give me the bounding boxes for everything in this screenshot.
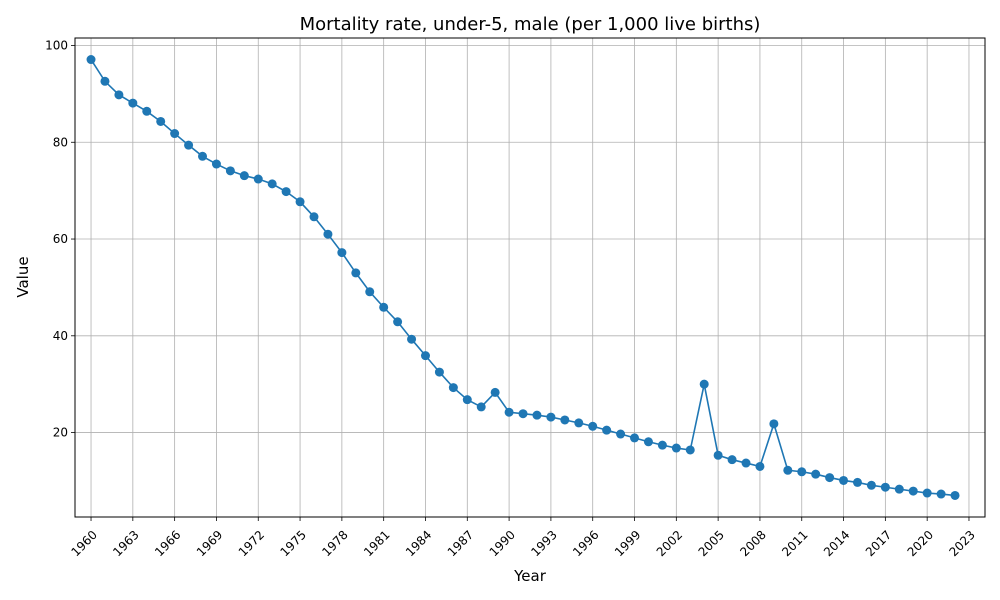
data-point — [114, 90, 124, 100]
data-point — [825, 473, 835, 483]
y-tick-label: 40 — [53, 329, 68, 343]
data-point — [379, 302, 389, 312]
data-point — [434, 367, 444, 377]
data-point — [462, 395, 472, 405]
data-point — [713, 450, 723, 460]
data-point — [560, 415, 570, 425]
data-point — [407, 334, 417, 344]
data-point — [630, 433, 640, 443]
data-point — [239, 171, 249, 181]
y-axis-label: Value — [14, 256, 32, 297]
data-point — [866, 480, 876, 490]
data-point — [393, 317, 403, 327]
data-point — [184, 140, 194, 150]
data-point — [490, 387, 500, 397]
data-point — [588, 421, 598, 431]
data-point — [532, 410, 542, 420]
data-point — [142, 106, 152, 116]
data-point — [448, 383, 458, 393]
data-point — [616, 429, 626, 439]
data-point — [476, 402, 486, 412]
data-point — [281, 187, 291, 197]
data-point — [546, 412, 556, 422]
data-point — [365, 287, 375, 297]
plot-frame — [74, 37, 986, 518]
data-point — [295, 197, 305, 207]
data-point — [908, 486, 918, 496]
data-point — [880, 482, 890, 492]
data-point — [922, 488, 932, 498]
data-point — [894, 484, 904, 494]
data-point — [156, 116, 166, 126]
data-point — [769, 419, 779, 429]
data-point — [741, 458, 751, 468]
data-point — [936, 489, 946, 499]
data-point — [755, 461, 765, 471]
data-point — [783, 465, 793, 475]
data-point — [128, 98, 138, 108]
chart-title: Mortality rate, under-5, male (per 1,000… — [300, 14, 761, 35]
data-point — [225, 166, 235, 176]
data-point — [267, 179, 277, 189]
data-point — [852, 477, 862, 487]
x-axis-label: Year — [513, 567, 547, 585]
data-point — [170, 129, 180, 139]
data-point — [420, 351, 430, 361]
data-point — [309, 212, 319, 222]
data-point — [811, 469, 821, 479]
data-point — [351, 268, 361, 278]
data-point — [100, 76, 110, 86]
data-point — [504, 407, 514, 417]
data-point — [337, 248, 347, 258]
data-point — [198, 151, 208, 161]
data-point — [602, 425, 612, 435]
series-line — [86, 55, 960, 500]
data-point — [657, 440, 667, 450]
data-point — [211, 159, 221, 169]
y-tick-label: 80 — [53, 135, 68, 149]
data-point — [574, 418, 584, 428]
y-tick-label: 60 — [53, 232, 68, 246]
data-point — [699, 379, 709, 389]
data-point — [797, 467, 807, 477]
data-point — [839, 475, 849, 485]
data-point — [323, 229, 333, 239]
data-point — [671, 443, 681, 453]
data-point — [685, 445, 695, 455]
data-point — [727, 455, 737, 465]
data-point — [643, 437, 653, 447]
data-point — [86, 55, 96, 65]
data-point — [950, 490, 960, 500]
data-point — [253, 174, 263, 184]
y-tick-label: 20 — [53, 426, 68, 440]
data-point — [518, 409, 528, 419]
y-tick-label: 100 — [45, 38, 68, 52]
